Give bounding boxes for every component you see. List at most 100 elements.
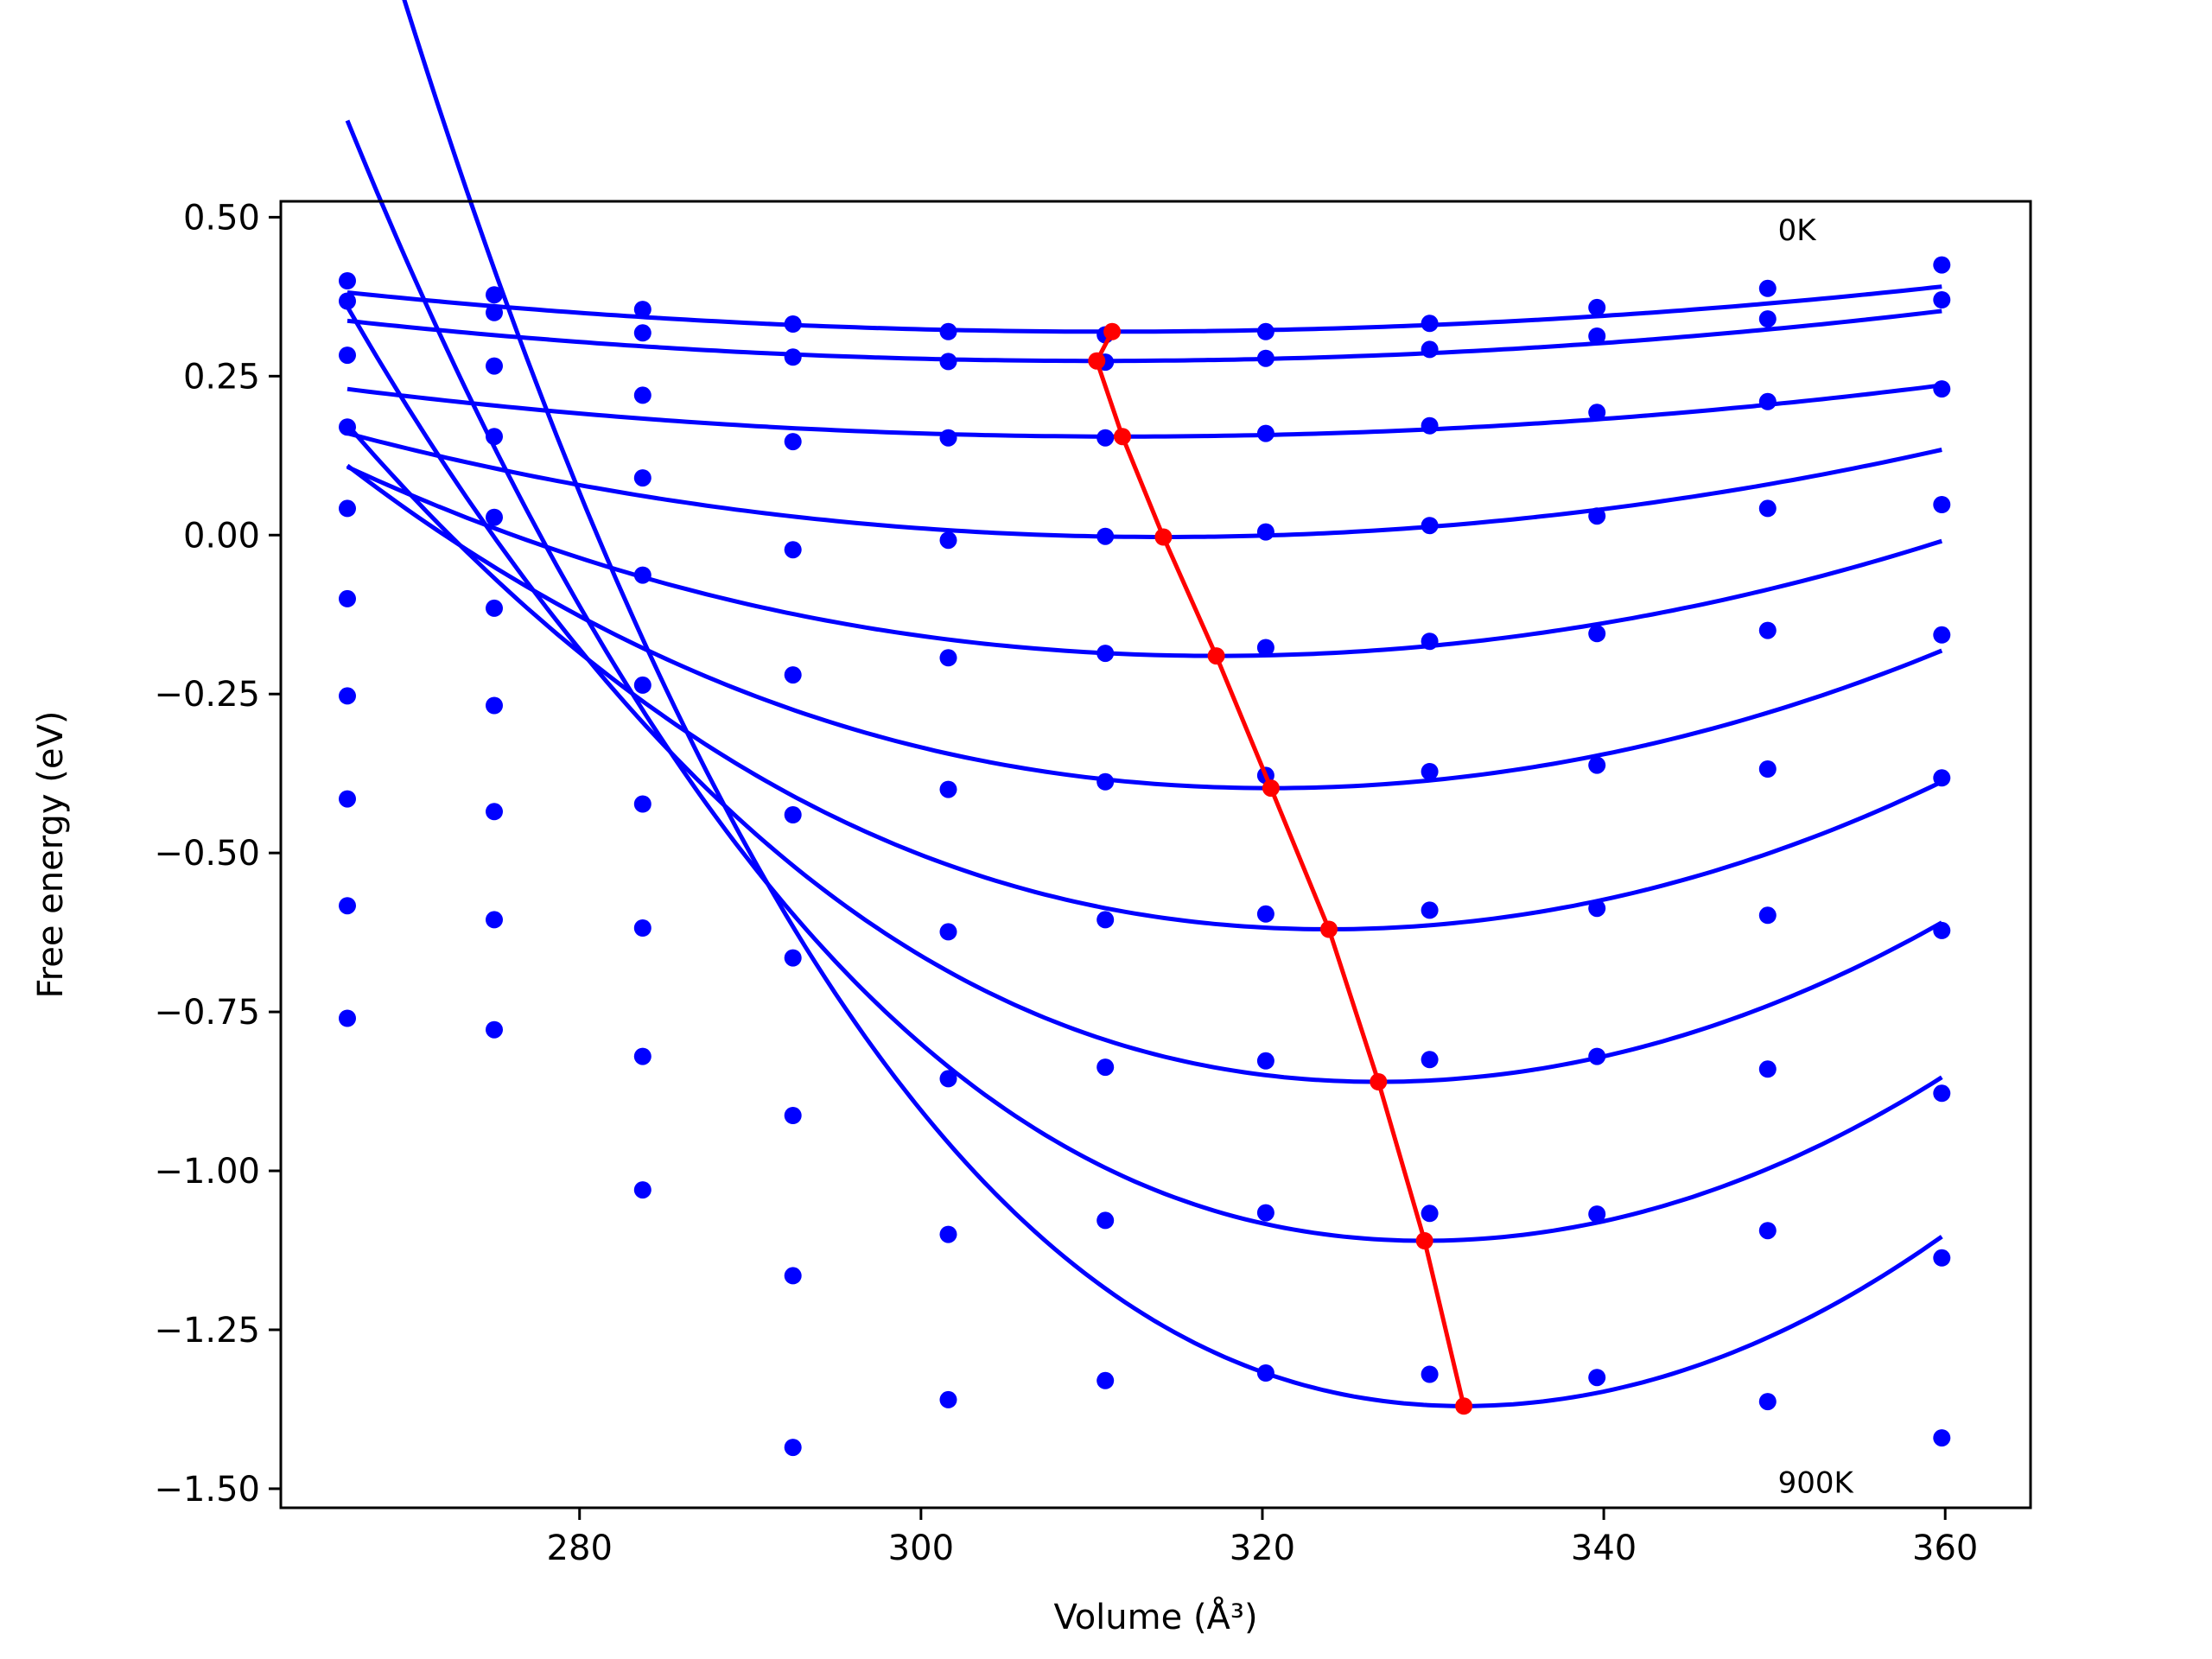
data-point <box>1256 523 1274 541</box>
y-tick-label: −1.00 <box>154 1152 260 1192</box>
data-point <box>339 897 356 915</box>
fit-curve-1 <box>346 308 1942 364</box>
data-point <box>339 418 356 436</box>
data-point <box>939 1225 957 1243</box>
data-point <box>1933 921 1951 939</box>
data-point <box>1421 763 1439 780</box>
data-point <box>1421 1205 1439 1223</box>
data-point <box>1256 424 1274 442</box>
data-point <box>1256 1364 1274 1382</box>
data-point <box>1421 1051 1439 1069</box>
data-point <box>1421 340 1439 359</box>
data-point <box>1758 1393 1777 1411</box>
minimum-point <box>1207 647 1225 665</box>
data-point <box>633 301 652 319</box>
minimum-point <box>1370 1073 1388 1090</box>
data-point <box>633 676 652 694</box>
data-point <box>784 433 802 451</box>
y-axis-ticks: 0.50 0.25 0.00 −0.25 −0.50 −0.75 −1.00 −1.25 −1.… <box>154 198 281 1510</box>
data-point <box>784 348 802 366</box>
data-point <box>939 1390 957 1408</box>
data-point <box>1421 416 1439 435</box>
data-point <box>939 780 957 798</box>
plot-frame <box>279 200 2032 1510</box>
data-point <box>339 499 356 518</box>
data-point <box>486 803 503 821</box>
data-point <box>1096 772 1115 791</box>
data-point <box>1588 298 1606 316</box>
data-point <box>1096 1211 1115 1230</box>
y-tick-label: −0.25 <box>154 675 260 715</box>
minimum-point <box>1262 779 1280 798</box>
data-point <box>1256 905 1274 923</box>
fit-curve-6 <box>346 423 1943 931</box>
data-point <box>339 687 356 705</box>
data-point <box>486 428 503 446</box>
data-point <box>1758 310 1777 328</box>
data-point <box>1758 621 1777 639</box>
data-point <box>1096 911 1115 929</box>
data-point <box>339 790 356 808</box>
data-point <box>339 346 356 365</box>
data-point <box>339 292 356 310</box>
data-point <box>486 508 503 526</box>
data-point <box>939 322 957 340</box>
data-point <box>633 919 652 937</box>
data-point <box>486 911 503 929</box>
fit-curve-7 <box>345 305 1943 1084</box>
data-point <box>1933 291 1951 308</box>
data-point <box>486 1020 503 1039</box>
data-point <box>1933 1429 1951 1447</box>
data-point <box>633 1181 652 1199</box>
minimum-point <box>1320 920 1338 938</box>
fit-curve-8 <box>345 119 1943 1243</box>
x-tick-label: 360 <box>1912 1529 1978 1568</box>
data-point <box>784 541 802 559</box>
minimum-point <box>1103 322 1122 340</box>
y-tick-label: 0.00 <box>183 516 260 556</box>
y-tick-label: 0.25 <box>183 357 260 397</box>
data-point <box>339 272 356 289</box>
minima-path <box>1094 330 1466 1407</box>
minimum-point <box>1088 352 1106 370</box>
data-point <box>1758 499 1777 518</box>
data-point <box>1588 507 1606 525</box>
data-point <box>1421 901 1439 919</box>
data-point <box>1933 380 1951 398</box>
fit-curve-0 <box>346 284 1942 334</box>
fit-curves <box>345 0 1943 1408</box>
data-point <box>1256 349 1274 367</box>
data-point <box>1588 756 1606 774</box>
fit-curve-2 <box>346 383 1942 439</box>
minima-line <box>1088 322 1473 1415</box>
data-point <box>1933 256 1951 274</box>
data-point <box>633 566 652 584</box>
data-point <box>486 303 503 321</box>
x-tick-label: 340 <box>1571 1529 1637 1568</box>
data-point <box>1096 429 1115 447</box>
data-point <box>1588 327 1606 345</box>
data-point <box>939 429 957 447</box>
data-point <box>784 1267 802 1285</box>
data-point <box>1256 1052 1274 1070</box>
x-axis-label: Volume (Å³) <box>1053 1596 1257 1637</box>
data-point <box>1421 1365 1439 1383</box>
data-point <box>1588 899 1606 918</box>
data-point <box>633 1047 652 1065</box>
data-point <box>939 1070 957 1088</box>
fit-curve-5 <box>346 463 1943 791</box>
annotation-0k: 0K <box>1778 213 1818 248</box>
data-point <box>784 666 802 684</box>
data-point <box>1421 315 1439 333</box>
y-tick-label: −0.50 <box>154 834 260 874</box>
data-point <box>784 806 802 823</box>
data-point <box>784 1439 802 1457</box>
data-point <box>633 324 652 342</box>
data-point <box>1096 1371 1115 1389</box>
data-point <box>1588 1205 1606 1224</box>
data-point <box>486 696 503 715</box>
data-point <box>1933 1084 1951 1103</box>
data-point <box>784 315 802 333</box>
data-point <box>939 353 957 371</box>
data-point <box>633 469 652 487</box>
